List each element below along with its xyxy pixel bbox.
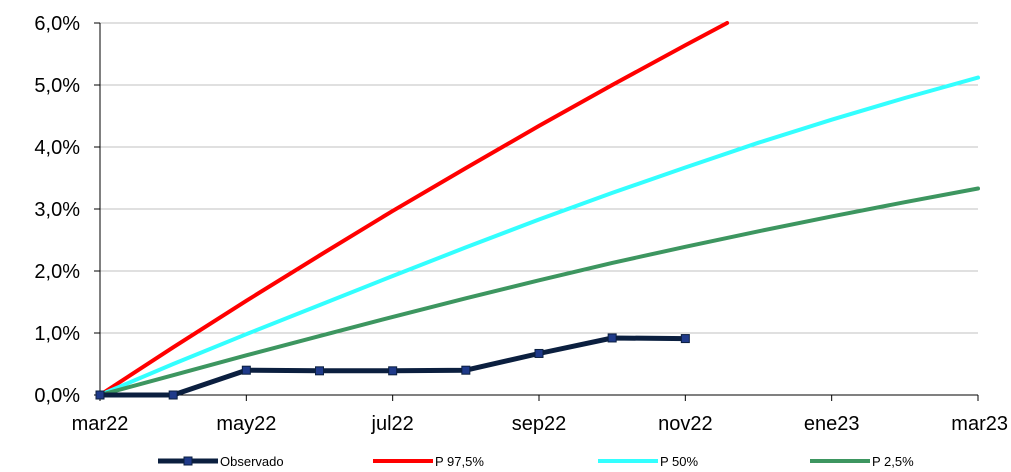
x-tick-marks [99,395,979,401]
x-tick-label: mar23 [951,413,1008,435]
x-tick-labels: mar22 may22 jul22 sep22 nov22 ene23 mar23 [72,413,1008,435]
data-point [607,333,617,343]
series-line-3 [98,186,980,397]
y-tick-labels: 0,0% 1,0% 2,0% 3,0% 4,0% 5,0% 6,0% [34,13,80,407]
x-tick-label: ene23 [804,413,860,435]
data-point [388,366,398,376]
y-tick-label: 3,0% [34,199,80,221]
data-point [315,366,324,376]
x-tick-label: nov22 [658,413,713,435]
series-line-1 [98,21,730,397]
data-point [241,365,251,375]
legend-label: P 97,5% [435,454,484,469]
series-line-2 [98,75,980,397]
x-tick-label: jul22 [371,413,414,435]
data-point [168,390,178,400]
data-point [461,365,471,375]
data-point [680,334,690,344]
data-point [534,348,544,358]
x-tick-label: sep22 [512,413,567,435]
y-tick-marks [94,22,100,396]
y-tick-label: 2,0% [34,261,80,283]
legend-label: P 2,5% [872,454,914,469]
y-tick-label: 4,0% [34,137,80,159]
x-tick-label: may22 [216,413,276,435]
y-tick-label: 0,0% [34,385,80,407]
legend-label: P 50% [660,454,699,469]
y-tick-label: 5,0% [34,75,80,97]
series-markers [95,333,690,400]
legend-label: Observado [220,454,284,469]
y-tick-label: 6,0% [34,13,80,35]
y-tick-label: 1,0% [34,323,80,345]
legend: Observado P 97,5% P 50% P 2,5% [158,454,914,469]
x-tick-label: mar22 [72,413,129,435]
data-point [95,390,105,400]
legend-marker [183,456,193,466]
gridlines [100,22,978,334]
